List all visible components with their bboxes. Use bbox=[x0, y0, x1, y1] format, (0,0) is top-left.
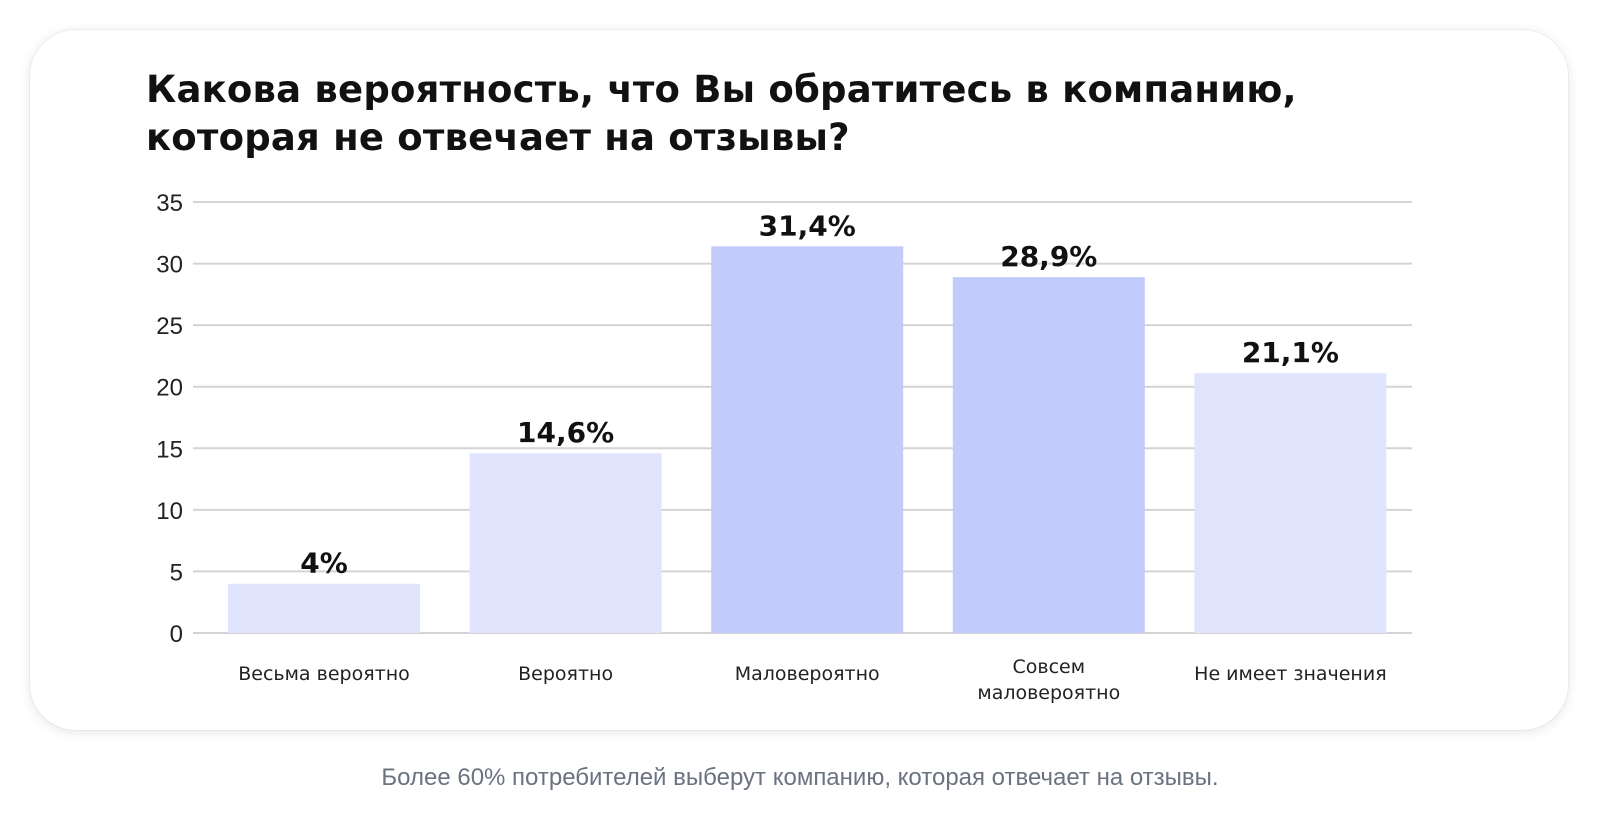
bar bbox=[711, 246, 904, 633]
y-axis-ticks: 0 5 10 15 20 25 30 35 bbox=[156, 190, 183, 648]
footer-caption: Более 60% потребителей выберут компанию,… bbox=[381, 764, 1219, 791]
y-tick-label: 10 bbox=[156, 498, 183, 525]
bar bbox=[1194, 373, 1387, 633]
chart-title-line-1: Какова вероятность, что Вы обратитесь в … bbox=[146, 68, 1297, 111]
data-label: 14,6% bbox=[517, 416, 614, 449]
x-category-label: маловероятно bbox=[977, 682, 1120, 704]
x-category-label: Вероятно bbox=[518, 663, 613, 685]
data-label: 21,1% bbox=[1242, 336, 1339, 369]
x-category-label: Маловероятно bbox=[735, 663, 880, 685]
chart-title: Какова вероятность, что Вы обратитесь в … bbox=[146, 66, 1446, 162]
bar bbox=[952, 277, 1145, 633]
bar bbox=[228, 583, 420, 633]
bar bbox=[469, 453, 662, 633]
x-category-label: Совсем bbox=[1013, 656, 1086, 678]
y-tick-label: 15 bbox=[156, 436, 183, 463]
data-labels: 4% 14,6% 31,4% 28,9% 21,1% bbox=[300, 209, 1339, 579]
y-tick-label: 30 bbox=[156, 252, 183, 279]
y-tick-label: 5 bbox=[170, 559, 183, 586]
y-tick-label: 20 bbox=[156, 375, 183, 402]
y-tick-label: 25 bbox=[156, 313, 183, 340]
x-category-label: Весьма вероятно bbox=[238, 663, 410, 685]
bars bbox=[228, 246, 1387, 633]
bar-chart: 0 5 10 15 20 25 30 35 4% 14,6% 31,4% 28,9% 21,1% Ве… bbox=[156, 190, 1412, 704]
y-tick-label: 0 bbox=[170, 621, 183, 648]
data-label: 4% bbox=[300, 547, 348, 580]
chart-title-line-2: которая не отвечает на отзывы? bbox=[146, 116, 850, 159]
data-label: 31,4% bbox=[759, 209, 856, 242]
x-axis-labels: Весьма вероятно Вероятно Маловероятно Совсе… bbox=[238, 656, 1386, 704]
x-category-label: Не имеет значения bbox=[1194, 663, 1386, 685]
y-tick-label: 35 bbox=[156, 190, 183, 217]
data-label: 28,9% bbox=[1000, 240, 1097, 273]
